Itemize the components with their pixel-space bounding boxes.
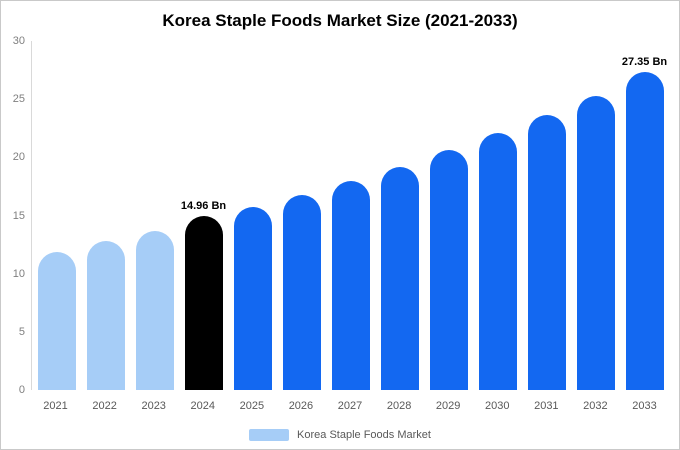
bar-column-2027 [326,41,375,390]
y-tick-15: 15 [12,209,25,222]
bar-2024 [184,216,223,390]
x-tick-2029: 2029 [435,400,461,412]
legend-swatch [249,429,290,441]
bar-2030 [478,133,517,390]
bar-2026 [282,195,321,390]
y-tick-10: 10 [12,267,25,280]
x-tick-2026: 2026 [288,400,314,412]
x-tick-2028: 2028 [386,400,412,412]
y-tick-5: 5 [18,325,25,338]
bar-2029 [429,150,468,390]
bar-2022 [86,241,125,390]
x-axis: 2021 2022 2023 2024 2025 2026 2027 2028 2029 2030… [31,400,669,414]
bar-2027 [331,181,370,390]
bar-2033 [625,72,664,390]
x-tick-2022: 2022 [92,400,117,412]
x-tick-2033: 2033 [632,400,657,412]
bar-column-2022 [81,41,130,390]
bar-2023 [135,231,174,390]
bar-column-2032 [571,41,620,390]
y-tick-30: 30 [12,35,25,47]
bar-column-2028 [375,41,424,390]
bar-column-2021 [32,41,81,390]
bar-column-2029 [424,41,473,390]
bar-column-2026 [277,41,326,390]
y-axis: 0 5 10 15 20 25 30 [1,35,27,396]
x-tick-2031: 2031 [534,400,559,412]
data-label-2033: 27.35 Bn [621,56,668,68]
x-tick-2021: 2021 [43,400,68,412]
x-tick-2023: 2023 [141,400,166,412]
legend-label: Korea Staple Foods Market [297,429,431,441]
bar-2028 [380,167,419,390]
bar-column-2033: 27.35 Bn [620,41,669,390]
y-tick-20: 20 [12,151,25,164]
chart-title: Korea Staple Foods Market Size (2021-203… [162,11,518,30]
bar-2032 [576,96,615,390]
x-tick-2030: 2030 [485,400,510,412]
bar-series: 14.96 Bn 27.35 Bn [32,41,669,390]
legend: Korea Staple Foods Market [1,427,679,443]
plot-area: 14.96 Bn 27.35 Bn [31,41,669,390]
x-tick-2032: 2032 [583,400,608,412]
bar-column-2031 [522,41,571,390]
bar-2021 [37,252,76,390]
bar-column-2030 [473,41,522,390]
x-tick-2027: 2027 [337,400,363,412]
x-tick-2024: 2024 [190,400,216,412]
bar-column-2023 [130,41,179,390]
data-label-2024: 14.96 Bn [180,200,227,212]
bar-2031 [527,115,566,390]
bar-column-2025 [228,41,277,390]
y-tick-25: 25 [12,93,25,106]
y-tick-0: 0 [18,384,25,396]
bar-column-2024: 14.96 Bn [179,41,228,390]
bar-2025 [233,207,272,390]
x-tick-2025: 2025 [239,400,265,412]
